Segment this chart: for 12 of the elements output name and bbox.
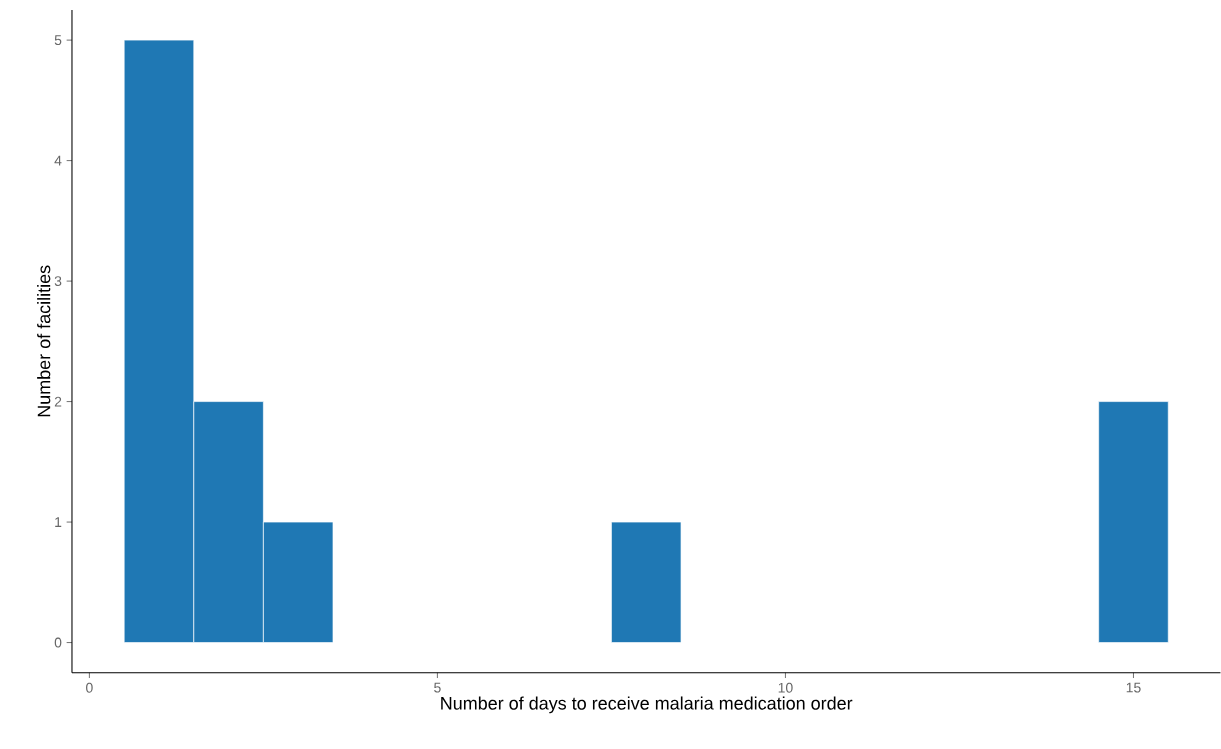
x-tick-label: 10 xyxy=(778,682,793,693)
x-axis-title: Number of days to receive malaria medication order xyxy=(441,696,853,714)
y-tick-label: 4 xyxy=(54,155,62,166)
x-tick-label: 5 xyxy=(434,682,441,693)
x-tick-label: 15 xyxy=(1126,682,1141,693)
y-tick-label: 3 xyxy=(54,276,62,287)
y-tick-label: 5 xyxy=(54,35,62,46)
y-tick-label: 2 xyxy=(54,396,62,407)
y-tick-label: 1 xyxy=(55,517,62,528)
y-tick-label: 0 xyxy=(54,637,62,648)
y-axis-title: Number of facilities xyxy=(37,265,51,417)
x-tick-label: 0 xyxy=(86,682,93,693)
